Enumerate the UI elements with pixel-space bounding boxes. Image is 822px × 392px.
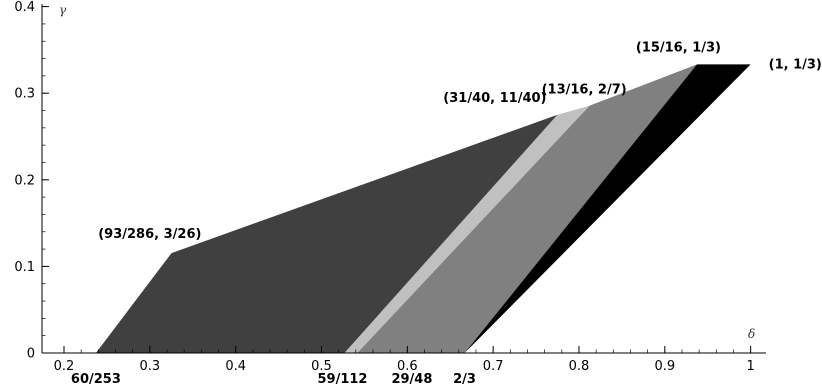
point-label: (13/16, 2/7) xyxy=(542,83,627,98)
axis-fraction-label: 2/3 xyxy=(453,372,476,387)
x-tick-label: 0.7 xyxy=(483,359,504,374)
x-tick-label: 0.6 xyxy=(397,359,418,374)
x-axis-label: δ xyxy=(748,327,755,341)
y-tick-label: 0.4 xyxy=(14,0,35,15)
chart-axes xyxy=(41,4,766,354)
point-label: (31/40, 11/40) xyxy=(443,91,546,106)
x-tick-label: 0.8 xyxy=(569,359,590,374)
point-label: (15/16, 1/3) xyxy=(636,40,721,55)
chart-labels: δ γ (93/286, 3/26) (31/40, 11/40)(13/16, … xyxy=(59,3,822,387)
chart-ticks: 0.2 0.3 0.4 0.5 0.6 0.7 0.8 0.9 1 0 0.1 0.2 0.3 0.4 xyxy=(14,0,754,374)
axis-fraction-label: 59/112 xyxy=(318,372,368,387)
y-tick-label: 0.2 xyxy=(14,173,35,188)
y-tick-label: 0.1 xyxy=(14,260,35,275)
axis-fraction-label: 29/48 xyxy=(391,372,432,387)
region-2 xyxy=(344,105,590,353)
x-tick-label: 0.5 xyxy=(311,359,332,374)
region-1 xyxy=(95,114,558,353)
region-4 xyxy=(464,64,751,354)
region-3 xyxy=(357,64,697,354)
point-label: (93/286, 3/26) xyxy=(98,227,201,242)
x-tick-label: 0.9 xyxy=(654,359,675,374)
y-tick-label: 0.3 xyxy=(14,87,35,102)
x-tick-label: 0.3 xyxy=(139,359,160,374)
axis-fraction-label: 60/253 xyxy=(71,372,121,387)
y-tick-label: 0 xyxy=(27,347,35,362)
point-label: (1, 1/3) xyxy=(769,57,822,72)
chart-regions xyxy=(95,64,751,354)
x-tick-label: 0.4 xyxy=(225,359,246,374)
y-axis-label: γ xyxy=(59,3,67,17)
x-tick-label: 1 xyxy=(746,359,754,374)
x-tick-label: 0.2 xyxy=(54,359,75,374)
